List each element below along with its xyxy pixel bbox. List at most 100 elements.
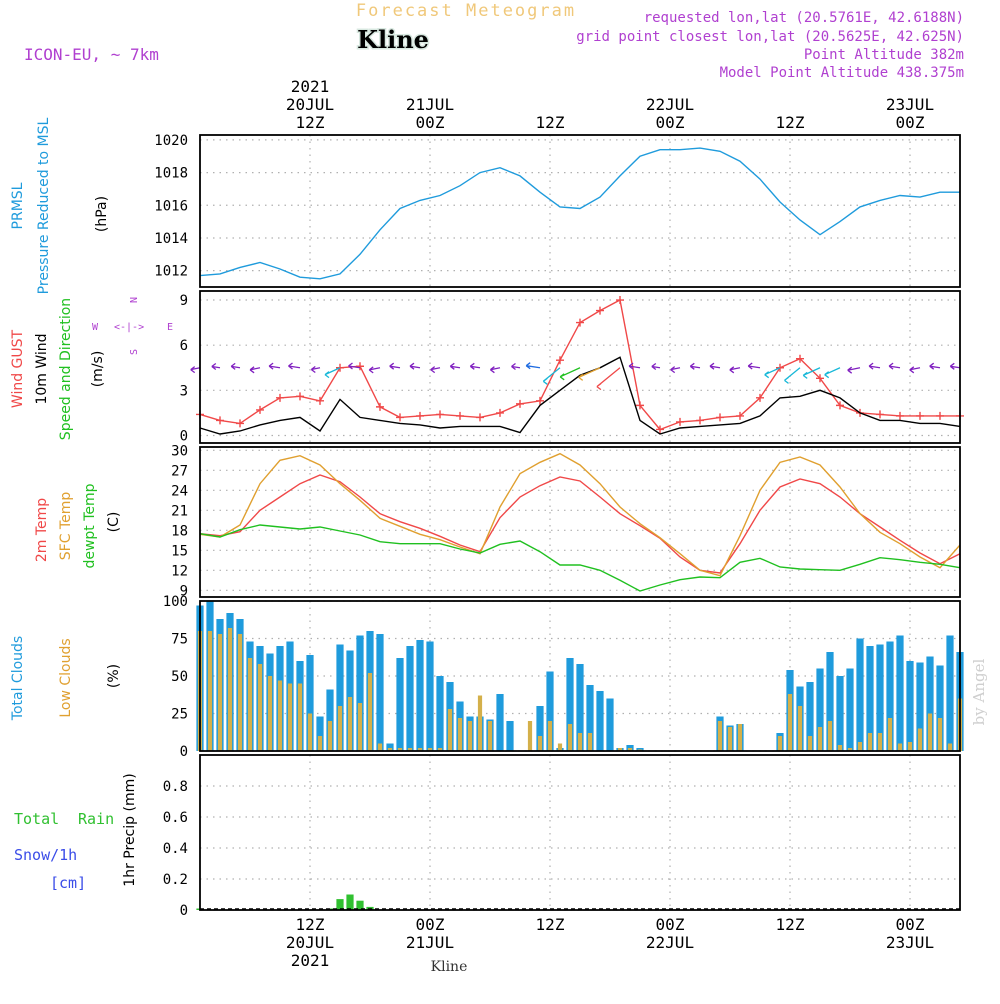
low-cloud-bar [227, 628, 233, 751]
y-tick-label: 0 [180, 744, 188, 760]
wind-direction-arrow [888, 362, 901, 370]
compass-rose: W <-|-> E N S [92, 297, 173, 355]
total-cloud-bar [386, 743, 394, 751]
wind-direction-arrow [389, 362, 401, 370]
y-tick-label: 0.8 [163, 779, 188, 795]
y-tick-label: 15 [171, 543, 188, 559]
low-cloud-bar [547, 721, 553, 751]
panel-frame [199, 754, 961, 911]
total-cloud-bar [566, 658, 574, 751]
low-cloud-bar [567, 724, 573, 751]
wind-direction-arrow [348, 362, 361, 370]
total-cloud-bar [586, 685, 594, 751]
low-cloud-bar [897, 743, 903, 751]
top-hour-label: 12Z [536, 113, 565, 132]
y-tick-label: 3 [180, 383, 188, 399]
low-cloud-bar [267, 676, 273, 751]
top-hour-label: 00Z [416, 113, 445, 132]
y-tick-label: 0 [180, 428, 188, 444]
model-point-altitude: Model Point Altitude 438.375m [720, 65, 964, 81]
total-clouds-label: Total Clouds [10, 636, 26, 721]
total-cloud-bar [406, 646, 414, 751]
total-cloud-bar [576, 664, 584, 751]
wind-direction-arrow [211, 362, 221, 371]
y-tick-label: 50 [171, 669, 188, 685]
requested-coordinates: requested lon,lat (20.5761E, 42.6188N) [644, 10, 964, 26]
y-tick-label: 1016 [154, 198, 188, 214]
y-tick-label: 9 [180, 583, 188, 599]
panels: 1012101410161018102003699121518212427300… [154, 133, 964, 919]
gust-marker [776, 363, 784, 372]
pressure-label-2: Pressure Reduced to MSL [36, 117, 52, 294]
bottom-hour-label: 00Z [656, 915, 685, 934]
low-cloud-bar [217, 634, 223, 751]
compass-east: E [167, 322, 173, 333]
low-cloud-bar [587, 733, 593, 751]
total-cloud-bar [326, 689, 334, 751]
series-dewpt-temp [199, 524, 961, 592]
wind-direction-arrow [628, 362, 641, 370]
bottom-date-label: 23JUL [886, 933, 934, 952]
low-cloud-bar [857, 742, 863, 751]
temp-unit: (C) [106, 512, 122, 533]
total-cloud-bar [876, 644, 884, 751]
low-cloud-bar [847, 748, 853, 751]
compass-west: W [92, 322, 99, 333]
low-cloud-bar [387, 748, 393, 751]
total-cloud-bar [606, 698, 614, 751]
low-cloud-bar [257, 664, 263, 751]
low-cloud-bar [487, 721, 493, 751]
y-tick-label: 0.6 [163, 810, 188, 826]
bottom-date-label: 21JUL [406, 933, 454, 952]
total-cloud-bar [376, 634, 384, 751]
gust-marker [516, 399, 524, 408]
product-title: Forecast Meteogram [356, 1, 576, 21]
gust-marker [396, 413, 404, 422]
low-cloud-bar [317, 736, 323, 751]
wind-direction-arrow [929, 362, 941, 370]
low-cloud-bar [787, 694, 793, 751]
wind-direction-arrow [268, 362, 281, 370]
low-cloud-bar [737, 724, 743, 751]
total-cloud-bar [946, 635, 954, 751]
gust-marker [716, 413, 724, 422]
panel-5: 0 0.2 0.4 0.6 0.8 [163, 754, 961, 919]
gust-marker [696, 416, 704, 425]
low-cloud-bar [887, 718, 893, 751]
total-cloud-bar [926, 656, 934, 751]
panel-frame [199, 290, 961, 444]
model-label: ICON-EU, ~ 7km [24, 45, 159, 64]
total-cloud-bar [436, 676, 444, 751]
y-tick-label: 75 [171, 632, 188, 648]
low-cloud-bar [337, 706, 343, 751]
y-tick-label: 30 [171, 443, 188, 459]
low-cloud-bar [877, 733, 883, 751]
low-cloud-bar [947, 743, 953, 751]
wind-direction-arrow [542, 367, 561, 385]
gust-marker [496, 408, 504, 417]
snow-label: Snow/1h [14, 846, 77, 864]
gust-marker [276, 393, 284, 402]
total-cloud-bar [816, 668, 824, 751]
wind-direction-arrow [288, 362, 301, 370]
top-hour-label: 00Z [896, 113, 925, 132]
wind-unit: (m/s) [90, 351, 106, 388]
low-cloud-bar [297, 683, 303, 751]
panel-4: 0 25 50 75 100 [163, 594, 964, 760]
low-cloud-bar [287, 683, 293, 751]
rain-bar [346, 894, 354, 910]
y-tick-label: 0.2 [163, 872, 188, 888]
low-cloud-bar [397, 748, 403, 751]
t2m-label: 2m Temp [34, 498, 50, 562]
low-cloud-bar [207, 631, 213, 751]
wind-direction-arrow [469, 362, 481, 370]
wind-direction-arrow [449, 362, 461, 370]
wind-direction-arrow [490, 366, 501, 374]
panel-frame [199, 446, 961, 598]
top-date-label: 22JUL [646, 95, 694, 114]
gust-marker [896, 411, 904, 420]
compass-arrows: <-|-> [114, 322, 144, 333]
total-rain-label-1: Total [14, 810, 59, 828]
